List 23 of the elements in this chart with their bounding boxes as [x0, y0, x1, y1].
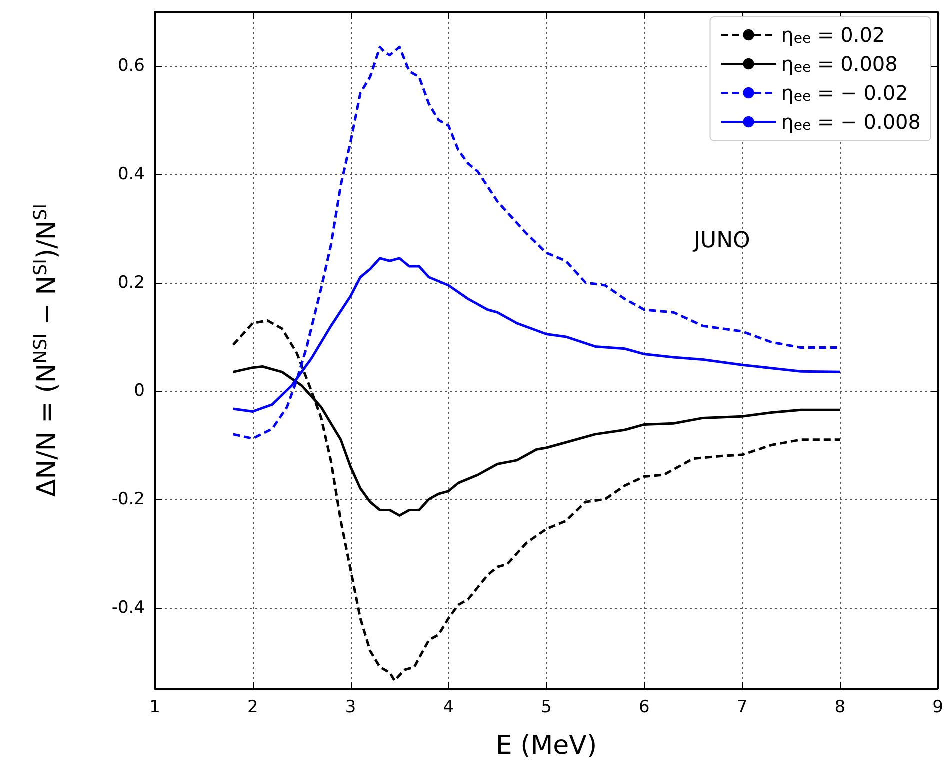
y-tick-label: 0 [134, 381, 145, 402]
y-axis-title: ΔN/N = (NNSI − NSI)/NSI [30, 204, 62, 498]
x-axis-title: E (MeV) [496, 731, 598, 761]
x-tick-label: 1 [150, 698, 160, 718]
y-tick-label: 0.4 [118, 164, 145, 184]
x-tick-label: 3 [345, 698, 356, 718]
y-tick-label: 0.6 [118, 56, 145, 76]
x-tick-label: 7 [736, 698, 748, 718]
y-tick-label: 0.2 [118, 272, 145, 293]
x-tick-label: 9 [932, 698, 944, 718]
y-tick-label: -0.4 [112, 598, 145, 618]
y-tick-label: -0.2 [112, 489, 145, 510]
x-tick-label: 6 [638, 698, 650, 718]
legend-label: ηee = 0.008 [781, 52, 898, 76]
x-tick-label: 2 [247, 698, 258, 718]
x-tick-label: 4 [443, 698, 454, 718]
x-tick-label: 5 [541, 698, 552, 718]
legend-label: ηee = − 0.008 [781, 110, 921, 134]
annotation: JUNO [692, 228, 750, 254]
legend-label: ηee = − 0.02 [781, 81, 908, 105]
line-series [232, 319, 842, 682]
x-tick-label: 8 [834, 698, 846, 718]
legend-label: ηee = 0.02 [781, 23, 886, 47]
